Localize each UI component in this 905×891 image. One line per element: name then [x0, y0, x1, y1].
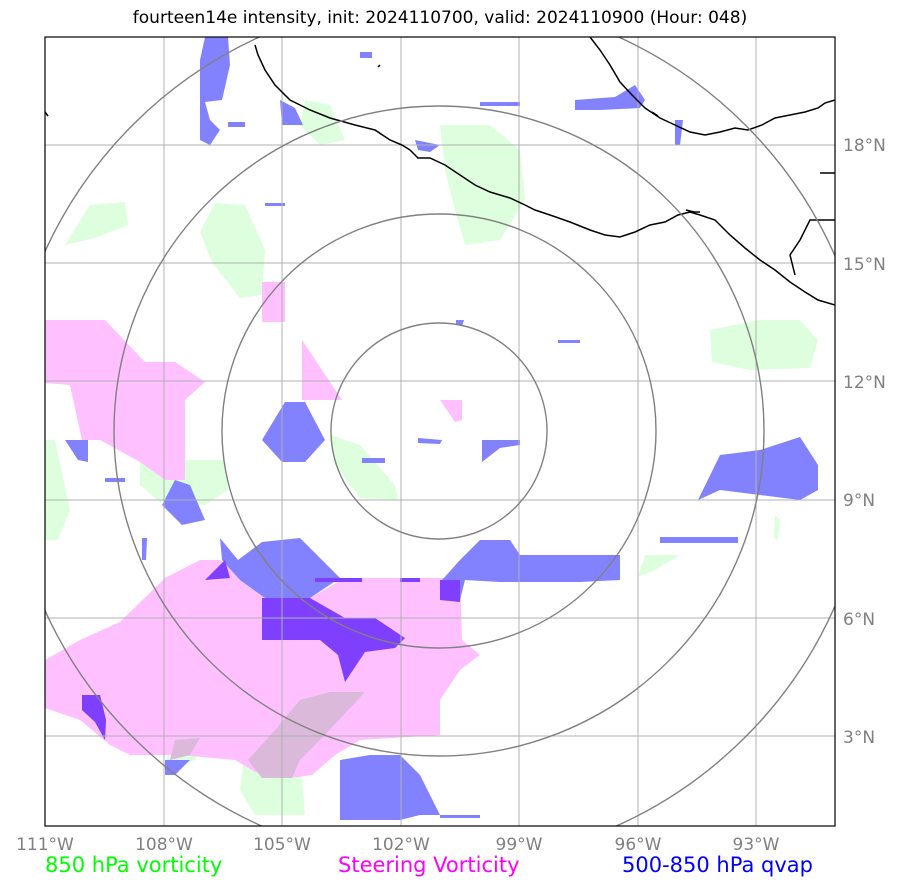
- coastline: [45, 37, 835, 306]
- lon-tick: 102°W: [372, 835, 430, 855]
- lat-tick: 18°N: [843, 136, 886, 156]
- lon-tick: 99°W: [496, 835, 543, 855]
- lat-tick-labels: 18°N 15°N 12°N 9°N 6°N 3°N: [843, 136, 886, 748]
- lon-tick: 108°W: [135, 835, 193, 855]
- overlap-green-pink-layer: [170, 692, 365, 778]
- range-ring-1: [330, 322, 548, 540]
- range-ring-3: [113, 105, 765, 757]
- range-rings: [45, 37, 835, 826]
- lon-tick: 111°W: [16, 835, 74, 855]
- qvap-layer: [65, 37, 818, 820]
- lat-tick: 12°N: [843, 373, 886, 393]
- range-ring-2: [221, 213, 657, 649]
- lat-tick: 6°N: [843, 610, 875, 630]
- overlap-layer: [82, 560, 460, 740]
- legend-qvap: 500-850 hPa qvap: [622, 853, 813, 877]
- legend-steering-vorticity: Steering Vorticity: [338, 853, 520, 877]
- lat-tick: 3°N: [843, 728, 875, 748]
- lon-tick: 93°W: [733, 835, 780, 855]
- gridlines: [45, 37, 835, 826]
- lat-tick: 15°N: [843, 255, 886, 275]
- legend-vorticity-850: 850 hPa vorticity: [45, 853, 223, 877]
- map-title: fourteen14e intensity, init: 2024110700,…: [132, 8, 748, 28]
- plot-frame: [44, 36, 836, 827]
- lon-tick: 105°W: [253, 835, 311, 855]
- lat-tick: 9°N: [843, 491, 875, 511]
- lon-tick-labels: 111°W 108°W 105°W 102°W 99°W 96°W 93°W: [16, 835, 780, 855]
- lon-tick: 96°W: [615, 835, 662, 855]
